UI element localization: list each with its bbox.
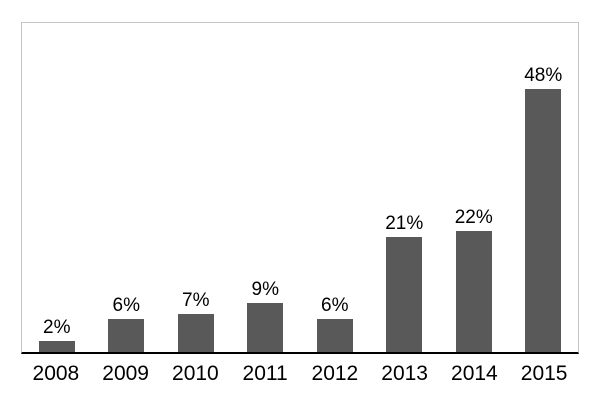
x-axis-labels: 2008 2009 2010 2011 2012 2013 2014 2015 <box>21 362 579 386</box>
x-axis-label: 2014 <box>451 362 498 385</box>
bar-value-label: 22% <box>454 207 493 229</box>
bar-group: 22% <box>439 23 509 352</box>
bar <box>386 237 423 352</box>
bar-group: 21% <box>370 23 440 352</box>
bar-value-label: 2% <box>43 317 71 339</box>
bar-group: 7% <box>161 23 231 352</box>
bar <box>38 341 75 352</box>
bar-group: 6% <box>92 23 162 352</box>
bar-value-label: 48% <box>524 65 563 87</box>
x-axis-label: 2013 <box>381 362 428 385</box>
plot-area: 2% 6% 7% 9% 6% 21% 22% 48% <box>21 22 579 354</box>
x-axis-label: 2015 <box>520 362 568 385</box>
bar-value-label: 9% <box>251 279 279 301</box>
x-axis-label: 2012 <box>311 362 359 385</box>
bar <box>177 314 214 352</box>
x-axis-label: 2011 <box>242 362 288 385</box>
bar <box>247 303 284 352</box>
bar-value-label: 21% <box>385 213 424 235</box>
bar-value-label: 6% <box>112 295 140 317</box>
x-axis-label: 2010 <box>172 362 219 385</box>
bar <box>108 319 145 352</box>
bar-group: 9% <box>231 23 301 352</box>
bar-group: 6% <box>300 23 370 352</box>
bar-value-label: 7% <box>182 290 210 312</box>
bar-group: 2% <box>22 23 92 352</box>
bar <box>525 89 562 352</box>
bar <box>316 319 353 352</box>
x-axis-label: 2009 <box>102 362 149 385</box>
x-axis-label: 2008 <box>32 362 80 385</box>
bar-group: 48% <box>509 23 579 352</box>
bar-value-label: 6% <box>321 295 349 317</box>
bar <box>455 231 492 352</box>
